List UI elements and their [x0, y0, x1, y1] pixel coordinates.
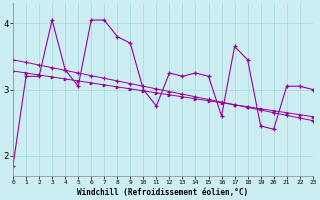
X-axis label: Windchill (Refroidissement éolien,°C): Windchill (Refroidissement éolien,°C): [77, 188, 248, 197]
